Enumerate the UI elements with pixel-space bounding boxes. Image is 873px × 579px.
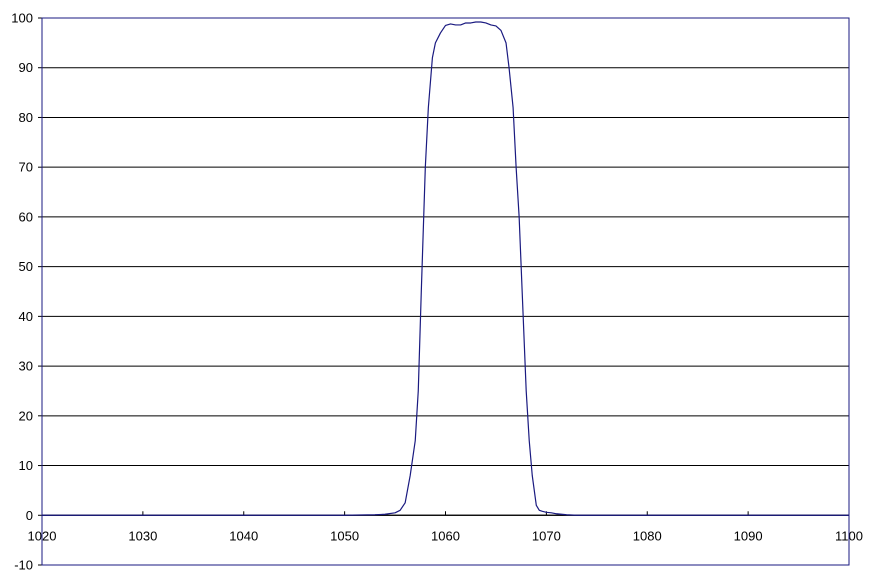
y-tick-label: 60 xyxy=(19,209,33,224)
y-tick-label: 80 xyxy=(19,110,33,125)
x-tick-label: 1090 xyxy=(734,528,763,543)
y-tick-label: 0 xyxy=(26,508,33,523)
series-layer xyxy=(42,21,849,516)
x-tick-label: 1050 xyxy=(330,528,359,543)
x-tick-labels: 1020 1030 1040 1050 1060 1070 1080 1090 1100 xyxy=(28,528,863,543)
y-tick-label: -10 xyxy=(14,558,33,573)
y-tick-label: 90 xyxy=(19,60,33,75)
axes xyxy=(38,17,850,566)
x-tick-label: 1080 xyxy=(633,528,662,543)
plot-frame xyxy=(41,17,850,566)
x-tick-label: 1030 xyxy=(128,528,157,543)
x-tick-label: 1070 xyxy=(532,528,561,543)
y-tick-label: 40 xyxy=(19,309,33,324)
grid-lines xyxy=(42,67,849,516)
x-tick-label: 1060 xyxy=(431,528,460,543)
y-tick-label: 30 xyxy=(19,359,33,374)
y-tick-label: 10 xyxy=(19,458,33,473)
y-tick-label: 20 xyxy=(19,408,33,423)
x-tick-label: 1040 xyxy=(229,528,258,543)
y-tick-label: 100 xyxy=(11,11,33,26)
series-line-0 xyxy=(42,21,849,516)
y-tick-label: 70 xyxy=(19,160,33,175)
y-tick-label: 50 xyxy=(19,259,33,274)
